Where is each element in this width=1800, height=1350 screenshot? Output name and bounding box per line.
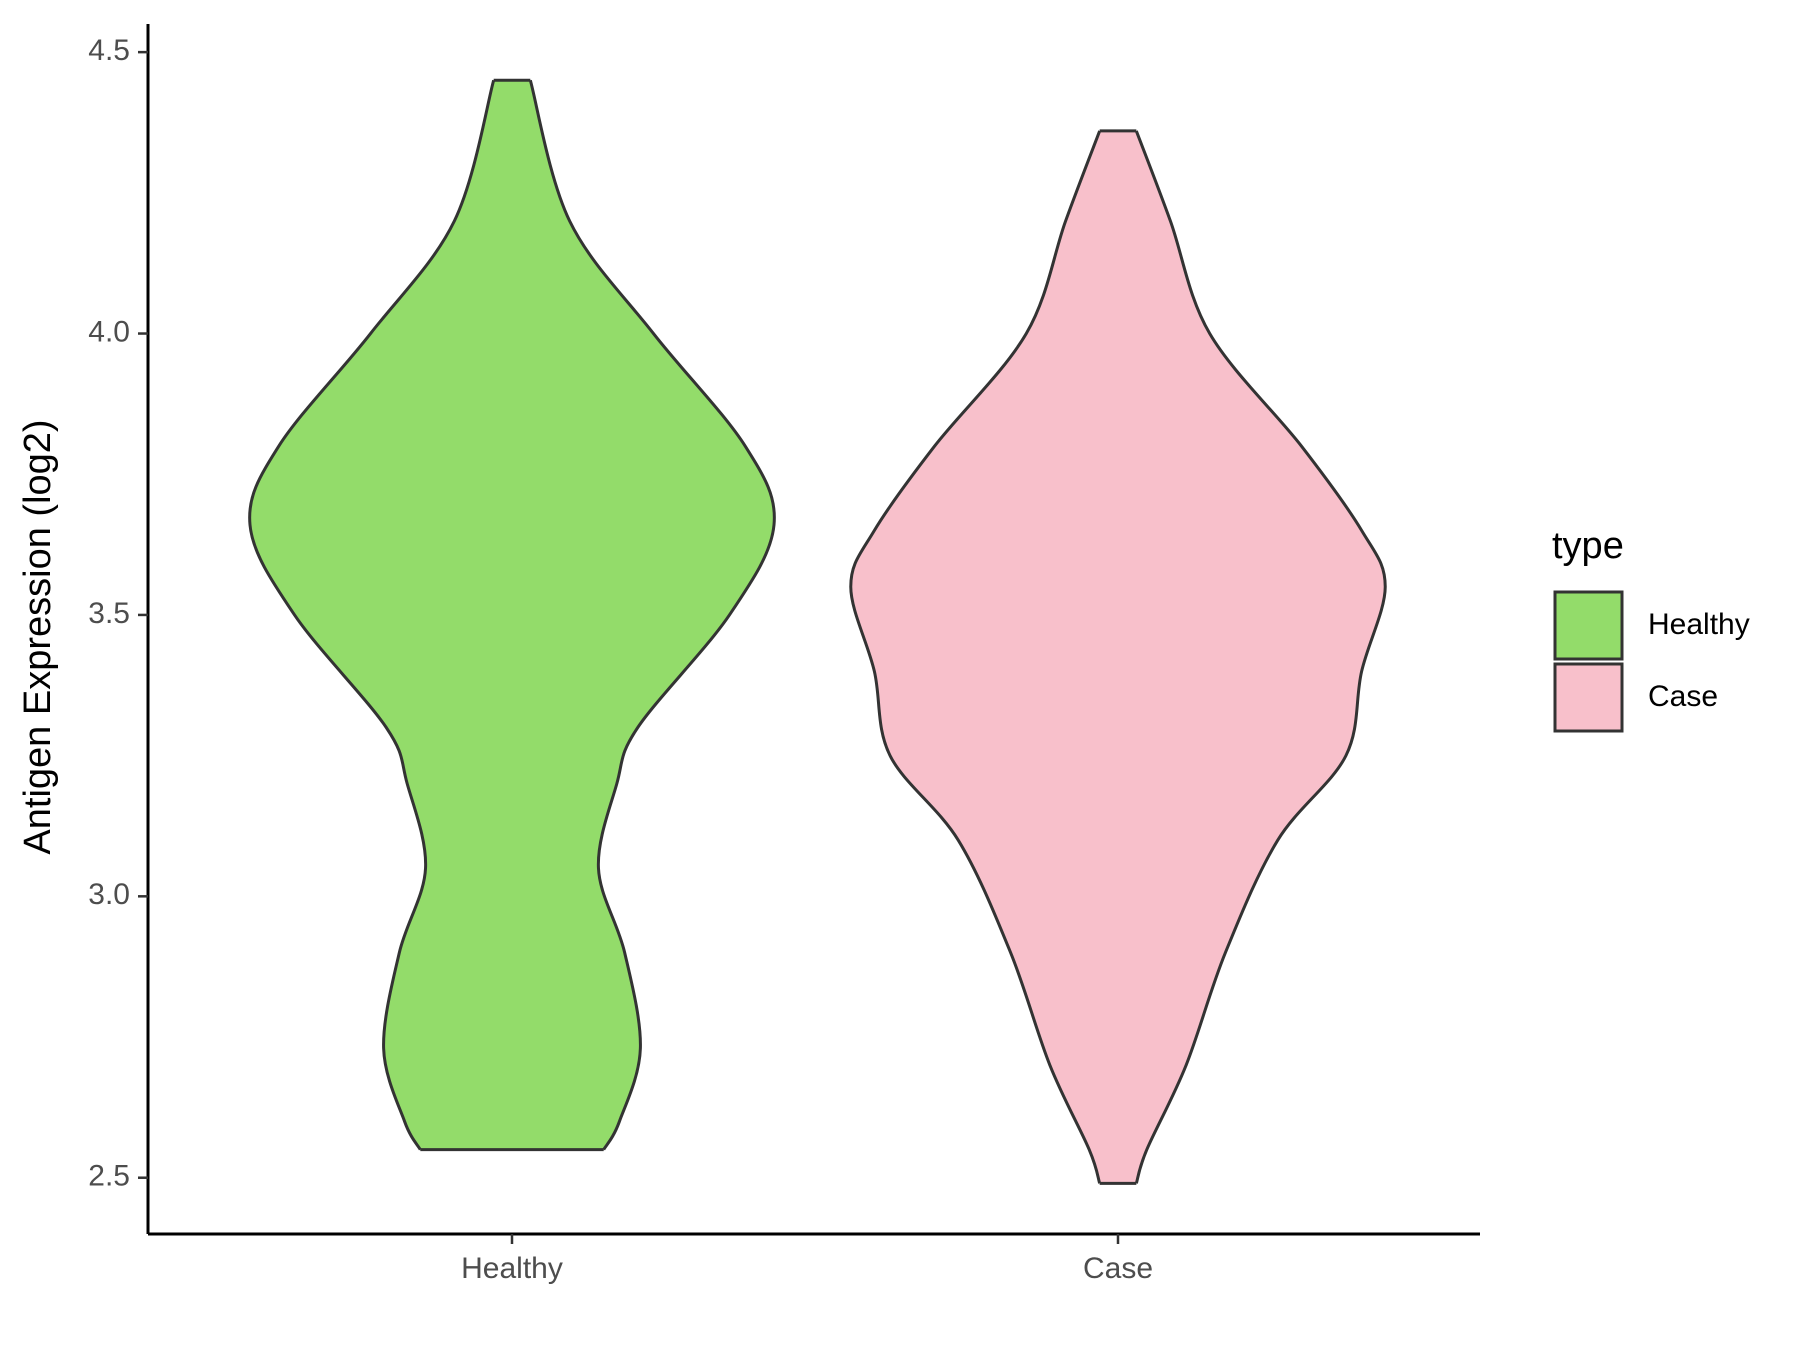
violin-right-edge [1134, 130, 1387, 1184]
y-tick-label: 4.5 [88, 34, 130, 67]
violin-body [249, 80, 775, 1150]
violin-right-edge [528, 79, 776, 1151]
violin-left-edge [248, 79, 496, 1151]
legend-key [1553, 662, 1624, 733]
violin-body [850, 130, 1386, 1184]
legend-key [1553, 590, 1624, 661]
y-tick-label: 3.5 [88, 597, 130, 630]
violin-left-edge [849, 130, 1102, 1184]
legend-label: Healthy [1648, 608, 1750, 641]
x-tick-label: Healthy [461, 1252, 563, 1285]
y-axis-label: Antigen Expression (log2) [17, 419, 59, 854]
legend-label: Case [1648, 680, 1718, 713]
x-tick-label: Case [1083, 1252, 1153, 1285]
legend-title: type [1552, 525, 1624, 567]
y-tick-label: 2.5 [88, 1160, 130, 1193]
y-tick-label: 4.0 [88, 315, 130, 348]
y-tick-label: 3.0 [88, 878, 130, 911]
